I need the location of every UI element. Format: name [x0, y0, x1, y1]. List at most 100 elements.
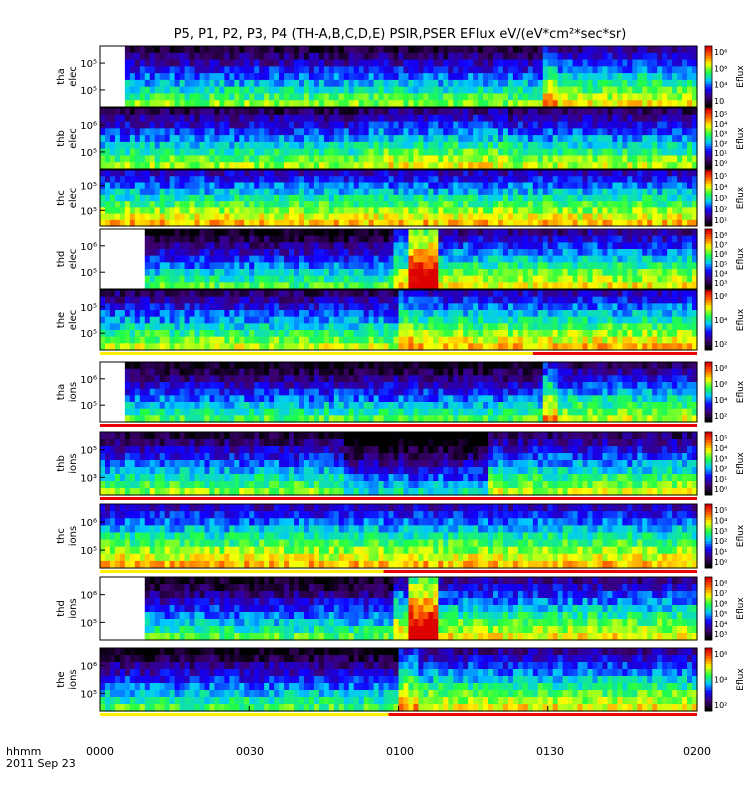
heatmap-cell [508, 46, 514, 53]
heatmap-cell [209, 256, 215, 263]
heatmap-cell [607, 256, 613, 263]
heatmap-cell [433, 242, 439, 249]
heatmap-cell [349, 207, 355, 214]
heatmap-cell [294, 115, 300, 122]
heatmap-cell [120, 323, 126, 330]
heatmap-cell [224, 46, 230, 53]
heatmap-cell [344, 256, 350, 263]
heatmap-cell [493, 236, 499, 243]
heatmap-cell [413, 201, 419, 208]
heatmap-cell [185, 100, 191, 107]
heatmap-cell [583, 176, 589, 183]
heatmap-cell [314, 149, 320, 156]
heatmap-cell [130, 176, 136, 183]
heatmap-cell [538, 93, 544, 100]
heatmap-cell [339, 66, 345, 73]
heatmap-cell [180, 195, 186, 202]
heatmap-cell [180, 310, 186, 317]
heatmap-cell [234, 93, 240, 100]
heatmap-cell [573, 269, 579, 276]
heatmap-cell [389, 108, 395, 115]
heatmap-cell [394, 108, 400, 115]
heatmap-cell [170, 337, 176, 344]
heatmap-cell [413, 182, 419, 189]
heatmap-cell [279, 330, 285, 337]
heatmap-cell [110, 290, 116, 297]
heatmap-cell [617, 189, 623, 196]
heatmap-cell [602, 182, 608, 189]
heatmap-cell [627, 142, 633, 149]
heatmap-cell [652, 100, 658, 107]
heatmap-cell [533, 53, 539, 60]
heatmap-cell [528, 93, 534, 100]
heatmap-cell [130, 46, 136, 53]
heatmap-cell [324, 100, 330, 107]
heatmap-cell [637, 80, 643, 87]
heatmap-cell [349, 182, 355, 189]
heatmap-cell [413, 108, 419, 115]
heatmap-cell [428, 276, 434, 283]
heatmap-cell [672, 276, 678, 283]
heatmap-cell [682, 256, 688, 263]
heatmap-cell [384, 201, 390, 208]
heatmap-cell [200, 46, 206, 53]
heatmap-cell [339, 229, 345, 236]
heatmap-cell [612, 80, 618, 87]
heatmap-cell [249, 310, 255, 317]
heatmap-cell [379, 297, 385, 304]
heatmap-cell [364, 66, 370, 73]
heatmap-cell [324, 80, 330, 87]
heatmap-cell [284, 162, 290, 169]
heatmap-cell [304, 80, 310, 87]
heatmap-cell [125, 53, 131, 60]
heatmap-cell [468, 242, 474, 249]
heatmap-cell [180, 115, 186, 122]
heatmap-cell [244, 195, 250, 202]
heatmap-cell [453, 303, 459, 310]
heatmap-cell [593, 176, 599, 183]
heatmap-cell [219, 155, 225, 162]
heatmap-cell [428, 297, 434, 304]
heatmap-cell [200, 170, 206, 177]
heatmap-cell [319, 80, 325, 87]
heatmap-cell [602, 195, 608, 202]
heatmap-cell [110, 149, 116, 156]
heatmap-cell [687, 115, 693, 122]
heatmap-cell [478, 162, 484, 169]
heatmap-cell [493, 182, 499, 189]
heatmap-cell [438, 207, 444, 214]
heatmap-cell [607, 207, 613, 214]
heatmap-cell [543, 229, 549, 236]
heatmap-cell [190, 73, 196, 80]
heatmap-cell [150, 60, 156, 67]
heatmap-cell [160, 155, 166, 162]
heatmap-cell [374, 142, 380, 149]
heatmap-cell [229, 214, 235, 221]
heatmap-cell [369, 330, 375, 337]
heatmap-cell [364, 290, 370, 297]
heatmap-cell [170, 53, 176, 60]
heatmap-cell [478, 207, 484, 214]
heatmap-cell [209, 330, 215, 337]
heatmap-cell [672, 142, 678, 149]
heatmap-cell [209, 236, 215, 243]
heatmap-cell [214, 87, 220, 94]
heatmap-cell [568, 60, 574, 67]
heatmap-cell [279, 135, 285, 142]
heatmap-cell [155, 170, 161, 177]
heatmap-cell [384, 87, 390, 94]
heatmap-cell [468, 149, 474, 156]
heatmap-cell [662, 108, 668, 115]
heatmap-cell [379, 269, 385, 276]
heatmap-cell [244, 330, 250, 337]
heatmap-cell [244, 122, 250, 129]
heatmap-cell [379, 162, 385, 169]
heatmap-cell [558, 176, 564, 183]
heatmap-cell [488, 176, 494, 183]
heatmap-cell [657, 60, 663, 67]
heatmap-cell [185, 60, 191, 67]
heatmap-cell [329, 276, 335, 283]
heatmap-cell [662, 256, 668, 263]
heatmap-cell [483, 262, 489, 269]
heatmap-cell [413, 195, 419, 202]
